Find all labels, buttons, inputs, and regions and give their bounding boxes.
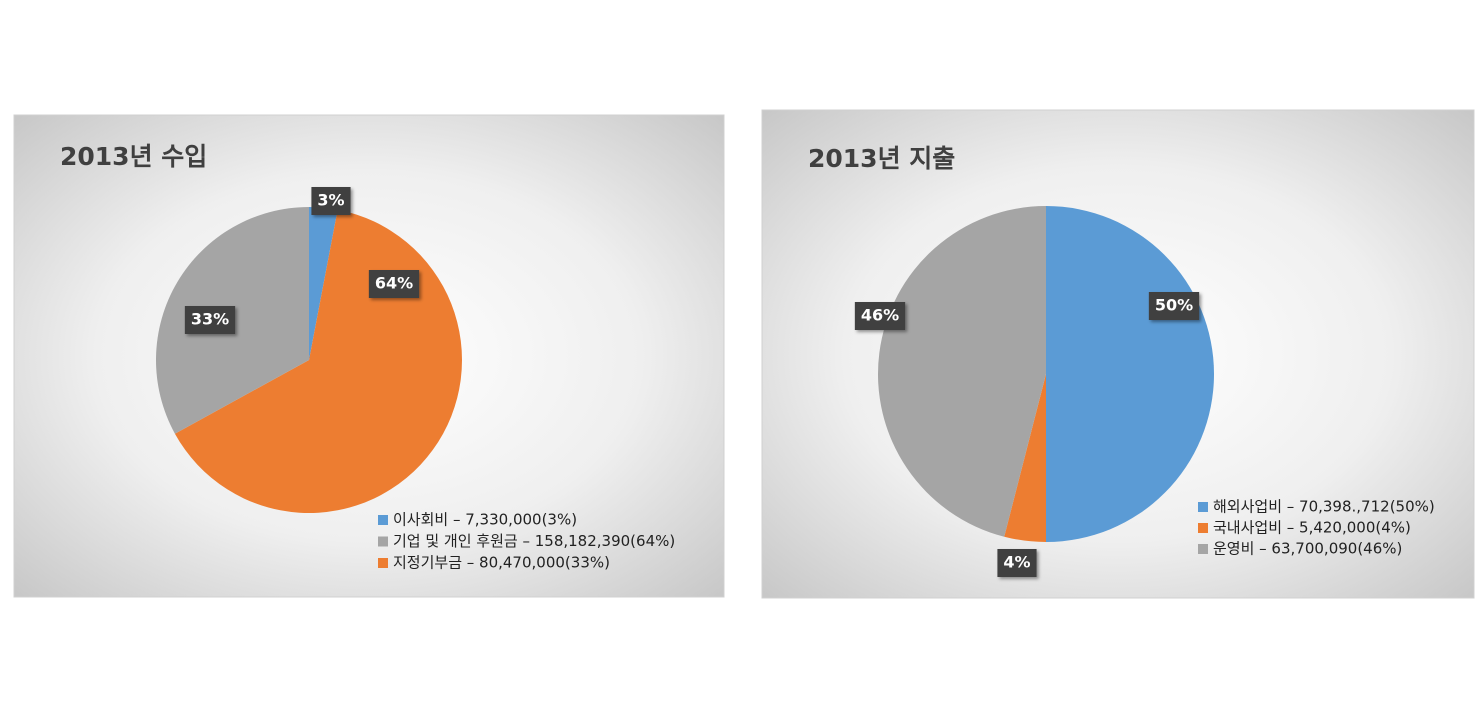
pie-slice [1004,374,1046,542]
legend-swatch [1198,523,1208,533]
data-label: 50% [1155,296,1193,315]
legend-label: 기업 및 개인 후원금 – 158,182,390(64%) [393,532,675,550]
legend-label: 이사회비 – 7,330,000(3%) [393,511,577,529]
data-label-box [1148,292,1200,320]
chart: 2013년 지출 50% 4% 46% 해외사업비 – 70,398.,712(50%)… [761,109,1475,599]
data-label: 64% [375,274,413,293]
data-label-box [368,270,420,298]
chart-title: 2013년 수입 [60,142,207,171]
data-label-box [997,549,1037,577]
data-label-box [184,306,236,334]
legend-swatch [378,536,388,547]
legend-label: 해외사업비 – 70,398.,712(50%) [1213,498,1435,516]
pie-slice [309,207,338,360]
chart-title: 2013년 지출 [808,144,955,173]
data-label: 3% [317,191,344,210]
legend-swatch [1198,544,1208,554]
legend-swatch [378,558,388,568]
data-label-box [311,187,351,215]
legend-swatch [1198,502,1208,512]
data-label: 33% [191,310,229,329]
legend-label: 운영비 – 63,700,090(46%) [1213,540,1402,558]
legend-label: 지정기부금 – 80,470,000(33%) [393,554,610,572]
data-label: 46% [861,306,899,325]
legend-label: 국내사업비 – 5,420,000(4%) [1213,519,1411,537]
data-label-box [854,302,906,330]
pie-slice [1046,206,1214,542]
data-label: 4% [1003,553,1030,572]
pie-slice [878,206,1046,537]
legend-swatch [378,515,388,525]
chart: 2013년 수입 3% 64% 33% 이사회비 – 7,330,000(3%) 기업 및… [13,114,725,598]
